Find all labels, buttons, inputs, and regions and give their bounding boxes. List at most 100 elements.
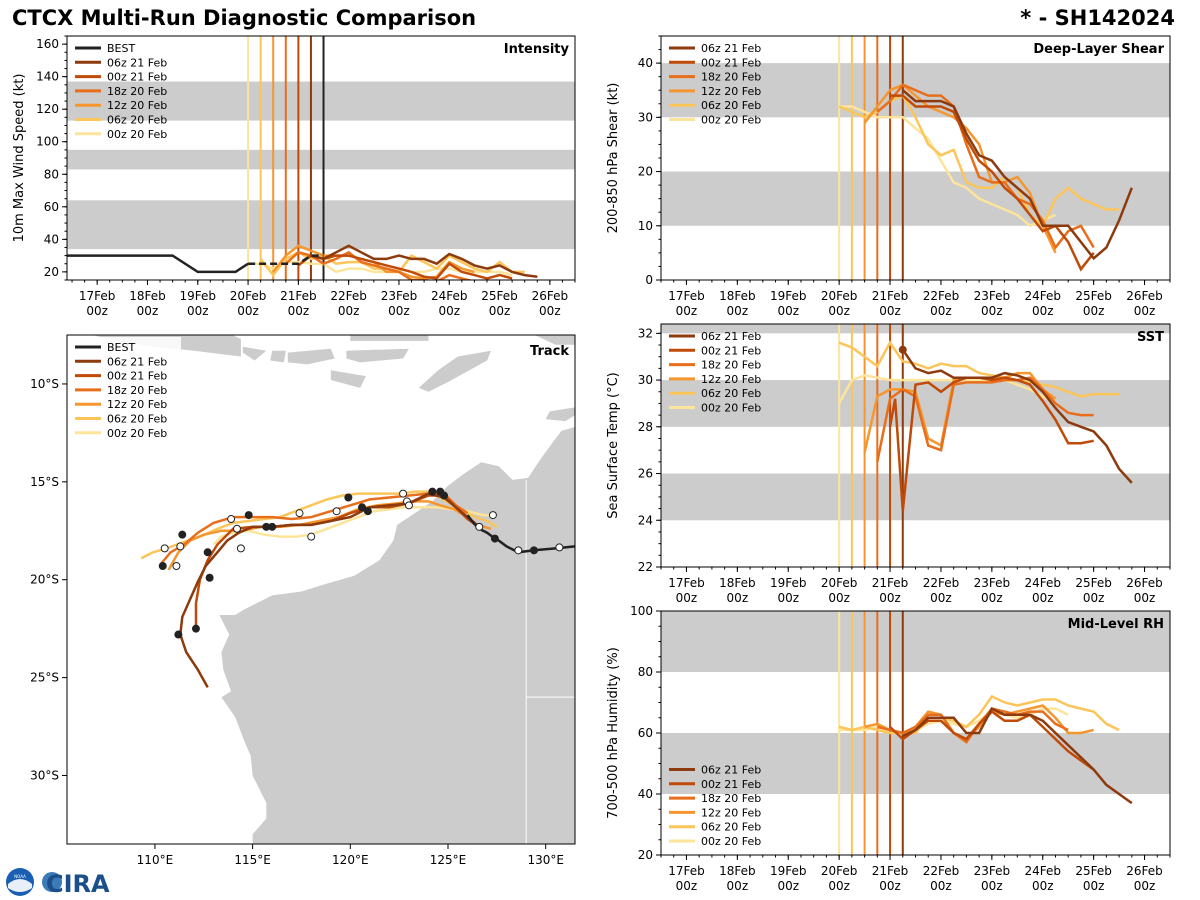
track-marker bbox=[205, 573, 214, 582]
track-marker bbox=[232, 524, 241, 533]
x-tick-date: 20Feb bbox=[821, 289, 858, 303]
y-tick-label: 60 bbox=[44, 200, 59, 214]
x-tick-date: 25Feb bbox=[1075, 576, 1112, 590]
legend-label: BEST bbox=[107, 42, 135, 55]
track-marker bbox=[244, 511, 253, 520]
y-tick-label: 40 bbox=[44, 232, 59, 246]
track-panel: 110°E 115°E 120°E 125°E 130°E 10°S 15°S 20°S 25°… bbox=[30, 334, 576, 867]
x-tick-date: 20Feb bbox=[821, 864, 858, 878]
y-tick-label: 80 bbox=[638, 665, 653, 679]
x-tick-date: 22Feb bbox=[923, 576, 960, 590]
y-tick-label: 80 bbox=[44, 167, 59, 181]
x-tick-hour: 00z bbox=[930, 304, 952, 318]
x-tick-date: 22Feb bbox=[923, 864, 960, 878]
track-marker bbox=[295, 509, 304, 518]
cira-logo: NOAA CIRA bbox=[6, 868, 110, 898]
x-tick-date: 22Feb bbox=[330, 289, 367, 303]
x-tick-date: 20Feb bbox=[230, 289, 267, 303]
x-tick-hour: 00z bbox=[1134, 591, 1156, 605]
x-tick-date: 20Feb bbox=[821, 576, 858, 590]
x-tick-date: 21Feb bbox=[872, 289, 909, 303]
x-tick-date: 24Feb bbox=[1024, 576, 1061, 590]
x-tick-date: 26Feb bbox=[1126, 289, 1163, 303]
timor-island bbox=[418, 350, 491, 392]
lat-tick-label: 15°S bbox=[30, 475, 59, 489]
x-tick-date: 17Feb bbox=[668, 864, 705, 878]
track-marker bbox=[158, 562, 167, 571]
noaa-text: NOAA bbox=[14, 874, 26, 879]
series-line bbox=[284, 250, 474, 280]
x-tick-hour: 00z bbox=[676, 879, 698, 893]
x-tick-hour: 00z bbox=[1083, 591, 1105, 605]
x-tick-hour: 00z bbox=[288, 304, 310, 318]
x-tick-hour: 00z bbox=[388, 304, 410, 318]
tanimbar-islands bbox=[534, 335, 575, 345]
banda-islands bbox=[350, 335, 429, 341]
panel-label: Mid-Level RH bbox=[1068, 617, 1164, 632]
shear-panel: 01020304017Feb00z18Feb00z19Feb00z20Feb00… bbox=[606, 35, 1171, 318]
x-tick-hour: 00z bbox=[1032, 304, 1054, 318]
y-tick-label: 24 bbox=[638, 513, 653, 527]
x-tick-date: 23Feb bbox=[974, 289, 1011, 303]
x-tick-hour: 00z bbox=[930, 591, 952, 605]
y-tick-label: 40 bbox=[638, 787, 653, 801]
track-marker bbox=[404, 501, 413, 510]
series-marker bbox=[898, 345, 907, 354]
globe-icon bbox=[42, 872, 62, 892]
legend-label: 00z 21 Feb bbox=[107, 71, 167, 84]
series-line bbox=[902, 706, 1133, 805]
lon-tick-label: 125°E bbox=[430, 853, 467, 867]
y-tick-label: 26 bbox=[638, 467, 653, 481]
series-line bbox=[876, 83, 1095, 250]
lat-tick-label: 10°S bbox=[30, 377, 59, 391]
bali-island bbox=[242, 346, 267, 361]
y-tick-label: 30 bbox=[638, 373, 653, 387]
x-tick-date: 17Feb bbox=[79, 289, 116, 303]
plot-area bbox=[67, 36, 575, 280]
legend-label: 00z 20 Feb bbox=[107, 128, 167, 141]
track-marker bbox=[440, 491, 449, 500]
x-tick-hour: 00z bbox=[137, 304, 159, 318]
x-tick-hour: 00z bbox=[828, 304, 850, 318]
x-tick-hour: 00z bbox=[187, 304, 209, 318]
x-tick-hour: 00z bbox=[489, 304, 511, 318]
lon-tick-label: 130°E bbox=[527, 853, 564, 867]
x-tick-date: 19Feb bbox=[180, 289, 217, 303]
sumba-island bbox=[330, 370, 366, 388]
legend-label: 00z 20 Feb bbox=[701, 114, 761, 127]
legend-label: 06z 20 Feb bbox=[701, 99, 761, 112]
legend-label: 18z 20 Feb bbox=[107, 384, 167, 397]
legend-label: 00z 21 Feb bbox=[701, 778, 761, 791]
x-tick-hour: 00z bbox=[1134, 304, 1156, 318]
series-line-dashed bbox=[248, 254, 324, 265]
y-axis-label: 10m Max Wind Speed (kt) bbox=[12, 74, 27, 243]
figure-title: CTCX Multi-Run Diagnostic Comparison bbox=[12, 6, 477, 30]
y-axis-label: 200-850 hPa Shear (kt) bbox=[606, 83, 621, 234]
x-tick-hour: 00z bbox=[539, 304, 561, 318]
lon-tick-label: 115°E bbox=[234, 853, 271, 867]
x-tick-hour: 00z bbox=[1032, 879, 1054, 893]
y-tick-label: 32 bbox=[638, 326, 653, 340]
track-marker bbox=[514, 546, 523, 555]
shaded-band bbox=[67, 149, 575, 170]
track-marker bbox=[428, 487, 437, 496]
y-tick-label: 28 bbox=[638, 420, 653, 434]
x-tick-hour: 00z bbox=[828, 591, 850, 605]
x-tick-date: 19Feb bbox=[770, 576, 807, 590]
track-marker bbox=[172, 562, 181, 571]
cira-text: CIRA bbox=[46, 870, 110, 898]
panel-label: Deep-Layer Shear bbox=[1033, 42, 1164, 57]
x-tick-date: 25Feb bbox=[1075, 289, 1112, 303]
y-tick-label: 20 bbox=[638, 165, 653, 179]
x-tick-date: 23Feb bbox=[974, 864, 1011, 878]
x-tick-hour: 00z bbox=[879, 591, 901, 605]
x-tick-date: 18Feb bbox=[129, 289, 166, 303]
x-tick-hour: 00z bbox=[879, 304, 901, 318]
x-tick-date: 18Feb bbox=[719, 576, 756, 590]
x-tick-date: 18Feb bbox=[719, 289, 756, 303]
sst-panel: 22242628303217Feb00z18Feb00z19Feb00z20Fe… bbox=[606, 323, 1171, 605]
legend-label: 06z 21 Feb bbox=[107, 56, 167, 69]
x-tick-hour: 00z bbox=[981, 304, 1003, 318]
y-tick-label: 100 bbox=[36, 135, 59, 149]
